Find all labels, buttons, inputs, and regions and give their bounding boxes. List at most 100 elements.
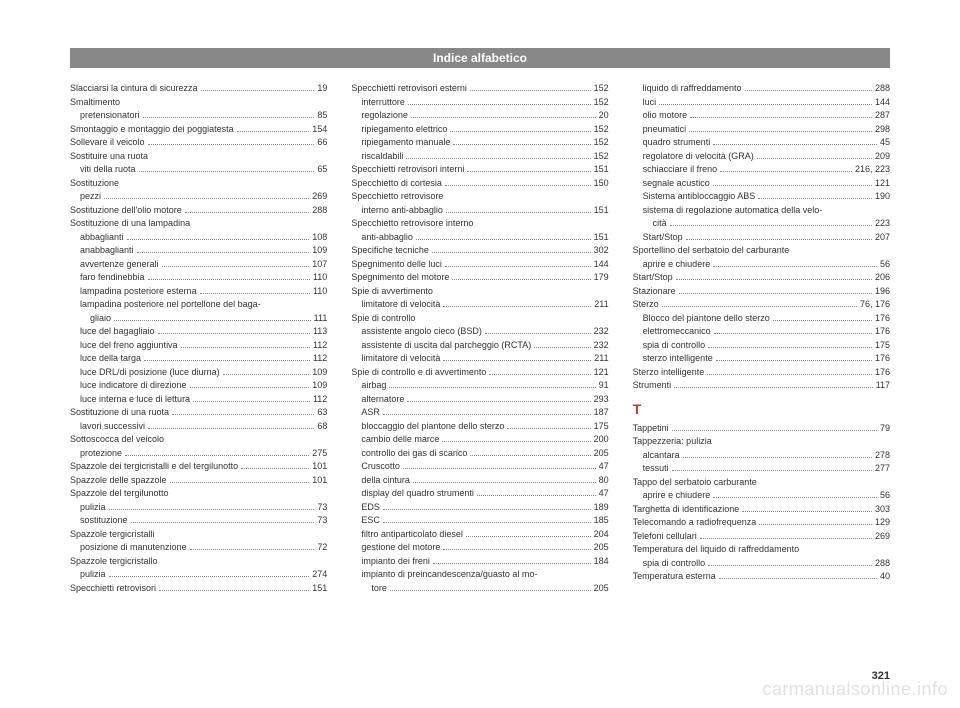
entry-label: anabbaglianti [80,244,134,258]
entry-label: Sostituire una ruota [70,150,148,164]
entry-label: elettromeccanico [643,325,711,339]
entry-page: 121 [875,177,890,191]
leader-dots [708,347,872,348]
entry-label: Spie di avvertimento [351,285,433,299]
leader-dots [159,590,309,591]
entry-label: sterzo intelligente [643,352,713,366]
entry-label: EDS [361,501,380,515]
entry-label: Sostituzione di una ruota [70,406,169,420]
entry-label: display del quadro strumenti [361,487,474,501]
index-entry: Telefoni cellulari269 [633,530,890,544]
index-entry: bloccaggio del piantone dello sterzo175 [351,420,608,434]
leader-dots [148,279,310,280]
entry-label: quadro strumenti [643,136,711,150]
column-2: Specchietti retrovisori esterni152interr… [351,82,608,595]
entry-label: ASR [361,406,380,420]
entry-label: airbag [361,379,386,393]
entry-page: 111 [314,312,328,326]
index-entry: sterzo intelligente176 [633,352,890,366]
leader-dots [237,131,310,132]
entry-label: cità [653,217,667,231]
leader-dots [403,468,596,469]
index-entry: regolatore di velocità (GRA)209 [633,150,890,164]
index-entry: display del quadro strumenti47 [351,487,608,501]
index-entry: Sottoscocca del veicolo [70,433,327,447]
index-entry: cambio delle marce200 [351,433,608,447]
entry-page: 176 [875,325,890,339]
page-header: Indice alfabetico [70,48,890,68]
leader-dots [683,457,872,458]
leader-dots [144,360,310,361]
leader-dots [719,578,877,579]
entry-page: 175 [875,339,890,353]
index-entry: filtro antiparticolato diesel204 [351,528,608,542]
index-entry: pretensionatori85 [70,109,327,123]
entry-page: 19 [317,82,327,96]
entry-label: Sistema antibloccaggio ABS [643,190,756,204]
index-entry: sostituzione73 [70,514,327,528]
index-entry: Temperatura esterna40 [633,570,890,584]
entry-page: 66 [317,136,327,150]
entry-page: 151 [594,204,609,218]
index-entry: impianto di preincandescenza/guasto al m… [351,568,608,582]
leader-dots [470,90,591,91]
index-entry: luce indicatore di direzione109 [70,379,327,393]
index-entry: ripiegamento elettrico152 [351,123,608,137]
entry-label: alcantara [643,449,680,463]
leader-dots [467,171,590,172]
index-entry: segnale acustico121 [633,177,890,191]
index-entry: Sostituzione di una lampadina [70,217,327,231]
index-entry: Specchietti retrovisori interni151 [351,163,608,177]
manual-index-page: Indice alfabetico Slacciarsi la cintura … [0,0,960,708]
leader-dots [672,430,877,431]
index-entry: impianto dei freni184 [351,555,608,569]
entry-page: 288 [875,82,890,96]
entry-page: 85 [317,109,327,123]
index-entry: ripiegamento manuale152 [351,136,608,150]
leader-dots [758,198,872,199]
entry-page: 68 [317,420,327,434]
leader-dots [477,495,596,496]
index-entry: sistema di regolazione automatica della … [633,204,890,218]
leader-dots [450,131,590,132]
leader-dots [676,279,872,280]
entry-label: Temperatura del liquido di raffreddament… [633,543,799,557]
entry-label: Start/Stop [643,231,683,245]
entry-page: 216, 223 [855,163,890,177]
entry-label: faro fendinebbia [80,271,145,285]
index-entry: anabbaglianti109 [70,244,327,258]
entry-label: sostituzione [80,514,128,528]
entry-label: Slacciarsi la cintura di sicurezza [70,82,198,96]
entry-page: 205 [594,582,609,596]
entry-page: 287 [875,109,890,123]
entry-label: impianto di preincandescenza/guasto al m… [361,568,537,582]
entry-label: ripiegamento elettrico [361,123,447,137]
entry-page: 232 [594,325,609,339]
index-entry: abbaglianti108 [70,231,327,245]
entry-page: 152 [594,82,609,96]
entry-page: 184 [594,555,609,569]
index-entry: Spazzole tergicristalli [70,528,327,542]
entry-page: 302 [594,244,609,258]
index-entry: quadro strumenti45 [633,136,890,150]
entry-page: 47 [599,460,609,474]
entry-page: 107 [312,258,327,272]
entry-label: olio motore [643,109,688,123]
entry-page: 152 [594,136,609,150]
index-entry: elettromeccanico 176 [633,325,890,339]
index-entry: Spie di controllo e di avvertimento121 [351,366,608,380]
entry-label: Temperatura esterna [633,570,716,584]
leader-dots [137,252,310,253]
entry-page: 152 [594,150,609,164]
watermark: carmanualsonline.info [762,679,948,700]
entry-label: Specchietti retrovisori esterni [351,82,467,96]
entry-label: Sollevare il veicolo [70,136,145,150]
index-entry: Sostituzione [70,177,327,191]
entry-label: Spazzole delle spazzole [70,474,167,488]
leader-dots [679,293,872,294]
entry-label: Sostituzione dell'olio motore [70,204,182,218]
index-entry: cità223 [633,217,890,231]
leader-dots [383,522,591,523]
entry-page: 288 [875,557,890,571]
index-entry: Specchietti retrovisori151 [70,582,327,596]
